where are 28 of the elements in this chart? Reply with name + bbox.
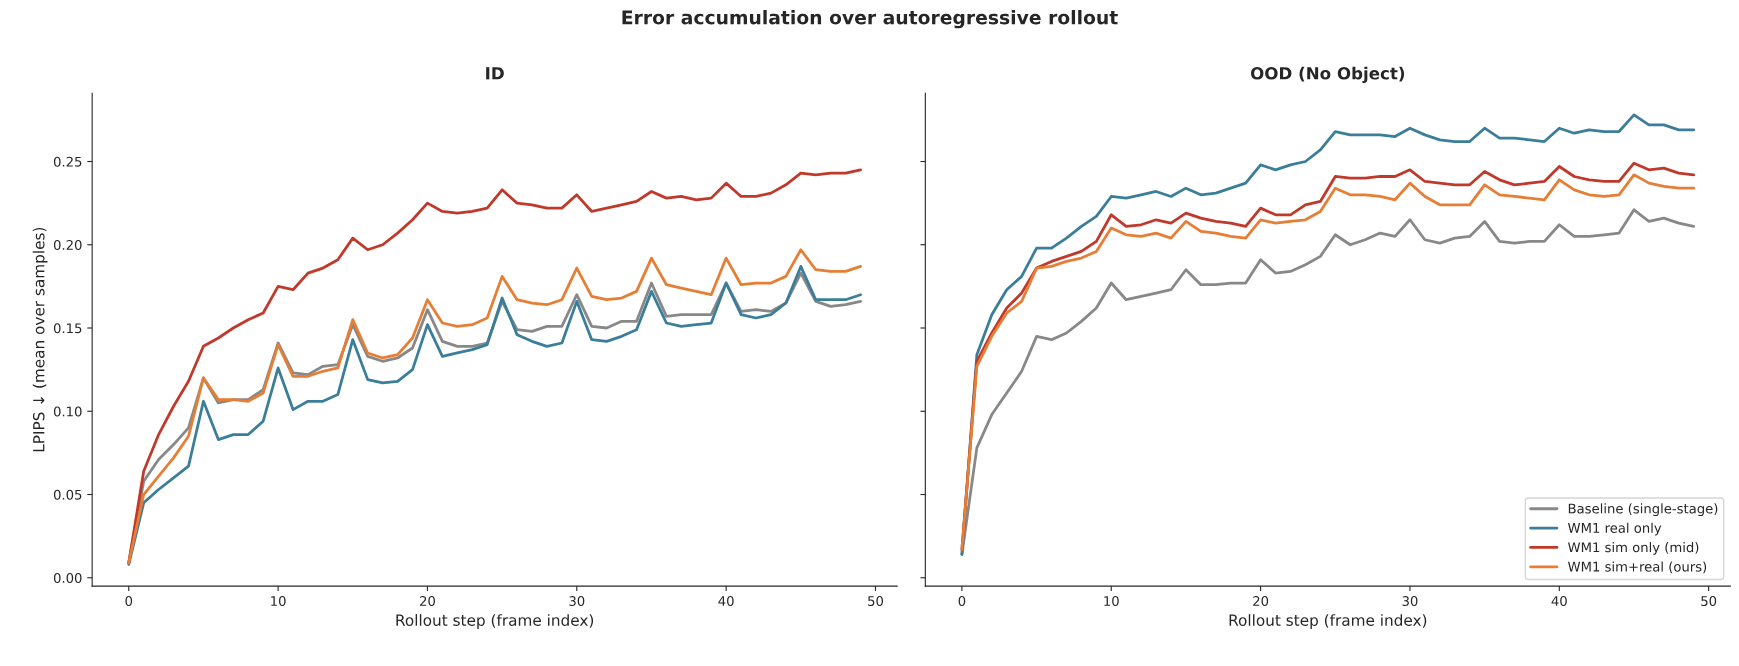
x-tick-label: 20 xyxy=(1253,596,1269,607)
x-tick-label: 50 xyxy=(868,596,884,607)
y-tick-label: 0.05 xyxy=(53,489,82,500)
legend-label: WM1 real only xyxy=(1567,522,1662,536)
x-tick-label: 30 xyxy=(569,596,585,607)
chart-title: ID xyxy=(486,67,504,80)
y-tick-label: 0.15 xyxy=(53,323,82,334)
x-tick-label: 40 xyxy=(1551,596,1567,607)
legend-label: Baseline (single-stage) xyxy=(1568,503,1718,517)
chart-title: OOD (No Object) xyxy=(1250,66,1405,83)
y-axis-title: LPIPS ↓ (mean over samples) xyxy=(32,227,48,452)
y-tick-label: 0.20 xyxy=(53,239,82,250)
x-tick-label: 10 xyxy=(1104,596,1119,607)
x-tick-label: 20 xyxy=(420,596,435,607)
x-axis-title: Rollout step (frame index) xyxy=(1229,614,1427,629)
x-tick-label: 30 xyxy=(1402,596,1418,607)
legend-label: WM1 sim only (mid) xyxy=(1567,542,1699,555)
x-tick-label: 50 xyxy=(1701,596,1717,607)
text: Error accumulation over autoregressive rollout xyxy=(622,9,1118,29)
x-tick-label: 0 xyxy=(125,596,133,607)
x-tick-label: 10 xyxy=(271,596,286,607)
x-tick-label: 0 xyxy=(958,596,966,607)
x-axis-title: Rollout step (frame index) xyxy=(396,614,594,629)
y-tick-label: 0.00 xyxy=(53,572,82,583)
x-tick-label: 40 xyxy=(718,596,734,607)
y-tick-label: 0.10 xyxy=(53,406,82,417)
legend-label: WM1 sim+real (ours) xyxy=(1567,561,1707,574)
y-tick-label: 0.25 xyxy=(53,156,82,167)
